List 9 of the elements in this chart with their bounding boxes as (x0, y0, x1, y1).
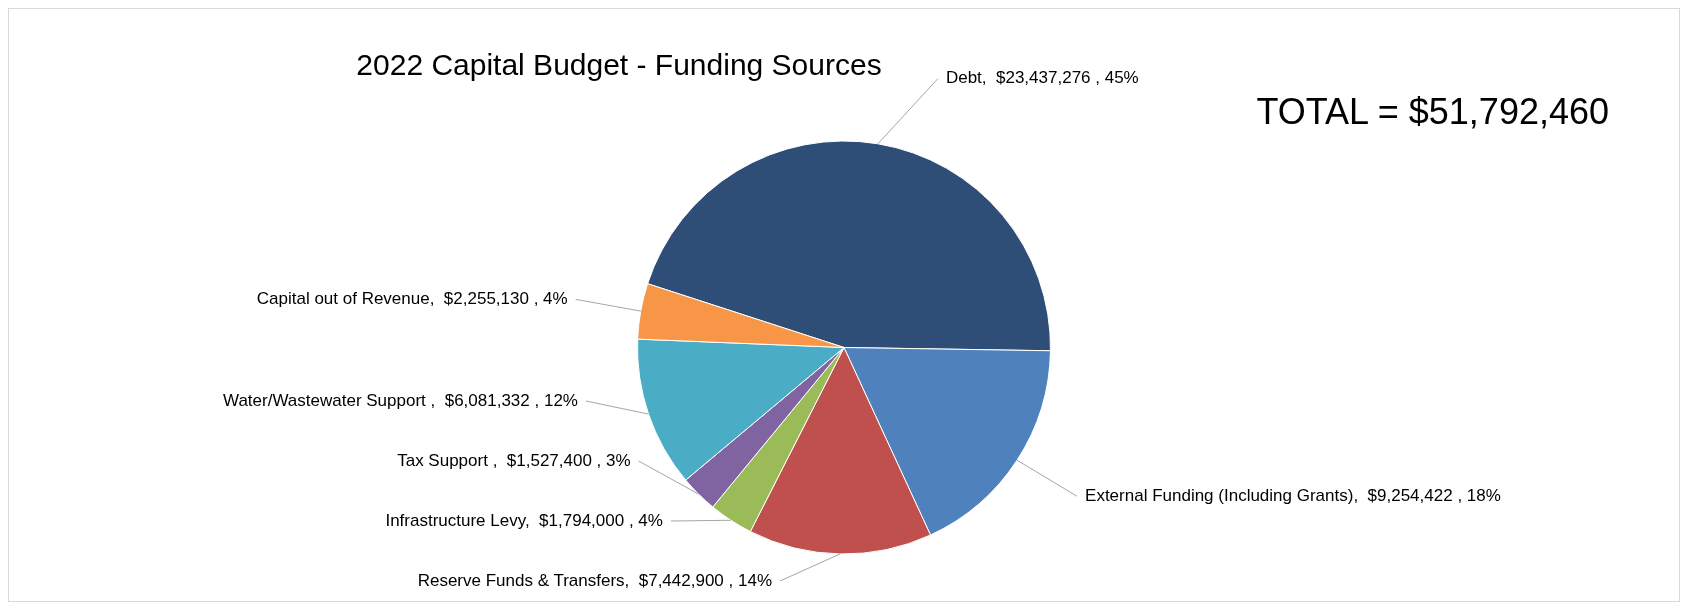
slice-label: Water/Wastewater Support , $6,081,332 , 12% (222, 390, 578, 410)
slice-label: Infrastructure Levy, $1,794,000 , 4% (385, 510, 663, 530)
slice-label: Capital out of Revenue, $2,255,130 , 4% (256, 289, 568, 309)
slice-label: External Funding (Including Grants), $9,254,422 , 18% (1085, 485, 1501, 505)
slice-label: Debt, $23,437,276 , 45% (945, 68, 1139, 88)
text: TOTAL = $51,792,460 (1256, 90, 1609, 132)
chart-title: 2022 Capital Budget - Funding Sources (356, 48, 882, 82)
slice-label: Tax Support , $1,527,400 , 3% (397, 450, 631, 470)
slice-label: Reserve Funds & Transfers, $7,442,900 , 14% (417, 570, 773, 590)
